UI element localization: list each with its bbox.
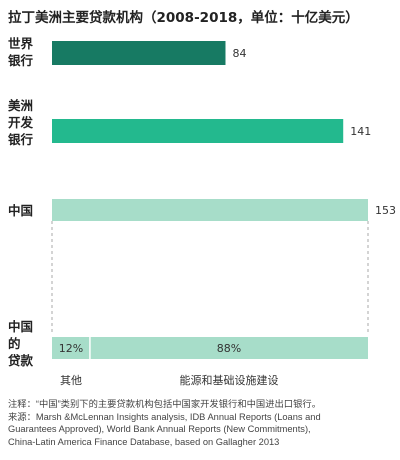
breakdown-label-1: 中国: [8, 319, 33, 334]
note-line-1: 注释：“中国”类别下的主要贷款机构包括中国家开发银行和中国进出口银行。: [8, 399, 321, 409]
category-label-2-2: 开发: [8, 115, 34, 130]
breakdown-segment-1: [52, 337, 90, 359]
breakdown-label-3: 贷款: [8, 353, 34, 368]
value-label-2: 141: [350, 125, 371, 138]
chart-title: 拉丁美洲主要贷款机构（2008-2018，单位：十亿美元）: [8, 10, 359, 26]
footnote: 注释：“中国”类别下的主要贷款机构包括中国家开发银行和中国进出口银行。 来源：M…: [8, 398, 396, 448]
category-label-1-2: 银行: [8, 53, 34, 68]
bar-chart: 84世界银行141美洲开发银行153中国12%其他88%能源和基础设施建设中国的…: [8, 36, 396, 387]
breakdown-percent-2: 88%: [217, 342, 241, 355]
category-label-3-1: 中国: [8, 203, 33, 218]
category-label-2-1: 美洲: [8, 98, 33, 113]
note-line-4: China-Latin America Finance Database, ba…: [8, 436, 280, 447]
breakdown-name-2: 能源和基础设施建设: [179, 373, 278, 387]
value-label-1: 84: [232, 47, 246, 60]
category-label-2-3: 银行: [8, 132, 34, 147]
breakdown-segment-2: [89, 337, 369, 359]
value-label-3: 153: [375, 204, 396, 217]
note-line-2: 来源：Marsh &McLennan Insights analysis, ID…: [8, 411, 321, 422]
category-label-1-1: 世界: [8, 36, 34, 51]
breakdown-name-1: 其他: [60, 374, 82, 387]
note-line-3: Guarantees Approved), World Bank Annual …: [8, 424, 311, 434]
bar-3: [52, 199, 368, 221]
bar-2: [52, 119, 344, 143]
breakdown-label-2: 的: [8, 336, 21, 351]
breakdown-percent-1: 12%: [59, 342, 83, 355]
bar-1: [52, 41, 226, 65]
